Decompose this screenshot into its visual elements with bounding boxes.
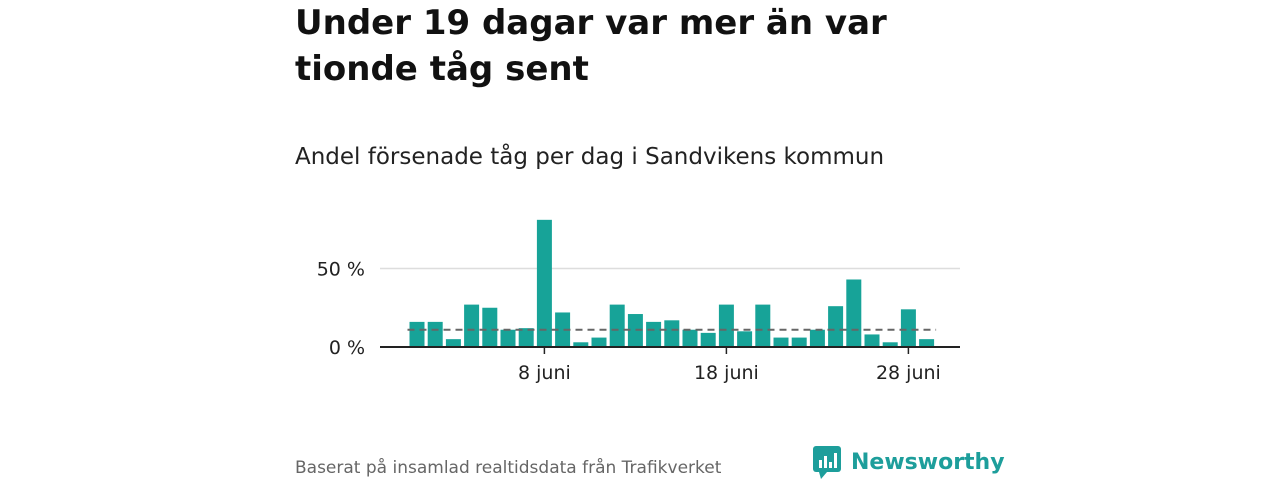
x-tick-label: 28 juni [876, 362, 941, 384]
bar [664, 320, 680, 347]
brand-name: Newsworthy [851, 450, 1005, 475]
bar [864, 334, 880, 347]
bar [536, 219, 552, 347]
bar [882, 342, 898, 347]
x-tick-label: 8 juni [518, 362, 571, 384]
bar [791, 337, 807, 347]
y-tick-label: 0 % [329, 337, 365, 359]
bar [573, 342, 589, 347]
x-tick-label: 18 juni [694, 362, 759, 384]
bar [500, 329, 516, 347]
bar [809, 329, 825, 347]
chart-subtitle: Andel försenade tåg per dag i Sandvikens… [295, 144, 885, 170]
bar [846, 279, 862, 347]
bar [755, 304, 771, 347]
bar [919, 339, 935, 347]
bar [646, 321, 662, 347]
newsworthy-logo-icon [813, 446, 841, 479]
bar [737, 331, 753, 347]
bar [828, 306, 844, 347]
axis-layer: 0 % 50 % 8 juni 18 juni 28 juni [317, 259, 960, 384]
brand-logo: Newsworthy [813, 446, 1005, 480]
bar [900, 309, 916, 347]
y-tick-label: 50 % [317, 259, 365, 281]
bar [518, 328, 534, 347]
bar [718, 304, 734, 347]
bar [591, 337, 607, 347]
bar [464, 304, 480, 347]
chart-title: Under 19 dagar var mer än var tionde tåg… [295, 3, 887, 89]
bar [555, 312, 571, 347]
bar [445, 339, 461, 347]
bar [682, 329, 698, 347]
bar [773, 337, 789, 347]
bar [700, 332, 716, 347]
bar-layer [409, 219, 935, 347]
bar [482, 307, 498, 347]
bar [627, 314, 643, 347]
source-note: Baserat på insamlad realtidsdata från Tr… [295, 458, 722, 478]
bar [409, 321, 425, 347]
bar [609, 304, 625, 347]
bar [427, 321, 443, 347]
